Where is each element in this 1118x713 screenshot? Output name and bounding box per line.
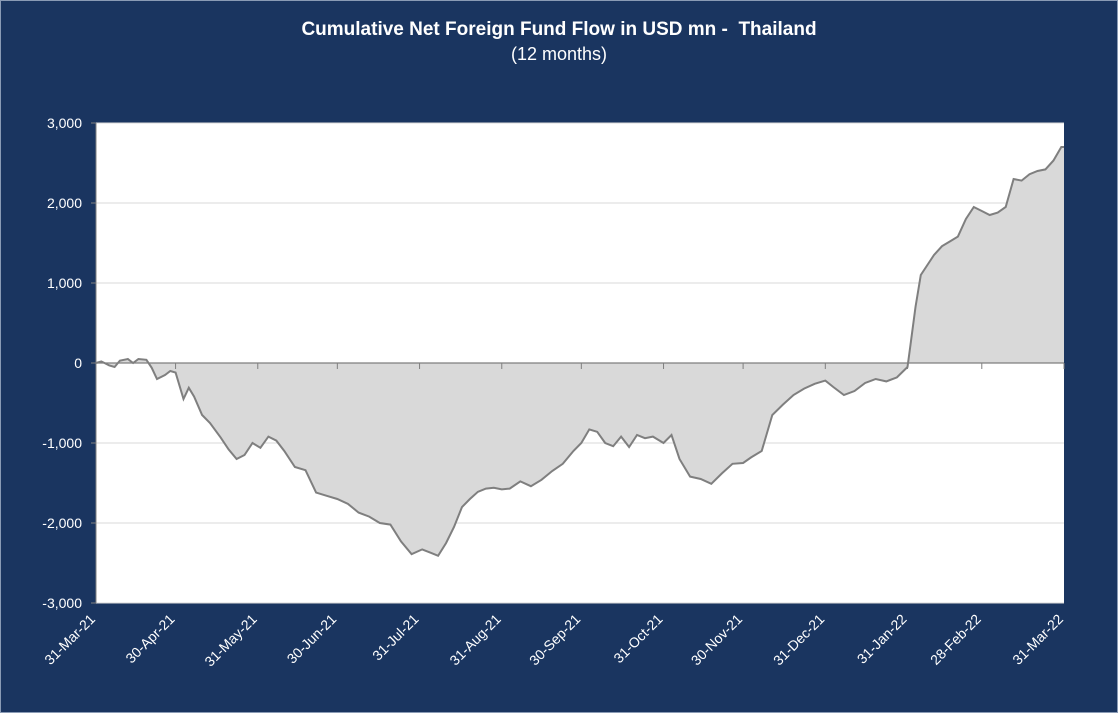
- x-tick-label: 30-Sep-21: [526, 611, 584, 669]
- x-tick-label: 30-Nov-21: [688, 611, 746, 669]
- y-tick-label: 2,000: [47, 195, 82, 211]
- grid-lines: [96, 122, 1064, 604]
- series-fill: [96, 147, 1064, 556]
- chart-title: Cumulative Net Foreign Fund Flow in USD …: [301, 19, 817, 40]
- y-tick-label: -3,000: [42, 595, 82, 611]
- x-tick-label: 31-Aug-21: [446, 611, 504, 669]
- x-tick-label: 28-Feb-22: [927, 611, 984, 668]
- y-tick-label: 1,000: [47, 275, 82, 291]
- x-tick-label: 31-Dec-21: [770, 611, 828, 669]
- x-tick-label: 31-May-21: [201, 611, 260, 670]
- x-tick-label: 31-Jan-22: [854, 611, 910, 667]
- y-axis-ticks: 3,000 2,000 1,000 0 -1,000 -2,000 -3,000: [42, 115, 96, 611]
- series-line: [95, 146, 1064, 558]
- series-area: [95, 146, 1064, 558]
- x-tick-label: 31-Jul-21: [369, 611, 422, 664]
- y-tick-label: -2,000: [42, 515, 82, 531]
- x-tick-label: 31-Mar-21: [41, 611, 98, 668]
- y-tick-label: 3,000: [47, 115, 82, 131]
- y-tick-label: -1,000: [42, 435, 82, 451]
- y-tick-label: 0: [74, 355, 82, 371]
- x-tick-label: 31-Mar-22: [1009, 611, 1066, 668]
- chart-subtitle: (12 months): [510, 44, 608, 64]
- x-tick-label: 30-Apr-21: [122, 611, 177, 666]
- x-tick-label: 30-Jun-21: [284, 611, 340, 667]
- x-tick-label: 31-Oct-21: [610, 611, 665, 666]
